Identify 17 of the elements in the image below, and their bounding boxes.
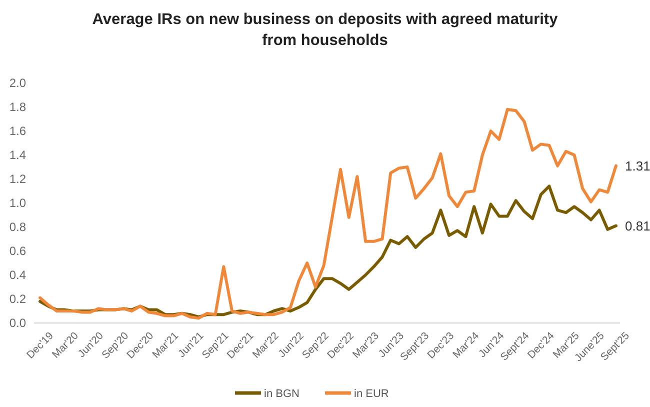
line-series — [38, 108, 618, 320]
y-tick-label: 0.4 — [9, 268, 26, 282]
legend-label: in BGN — [264, 388, 300, 400]
y-tick-label: 0.0 — [9, 316, 26, 330]
y-tick-label: 1.6 — [9, 124, 26, 138]
y-tick-label: 0.2 — [9, 292, 26, 306]
legend-label: in EUR — [354, 388, 389, 400]
y-tick-label: 0.6 — [9, 244, 26, 258]
y-tick-label: 1.8 — [9, 100, 26, 114]
y-tick-label: 0.8 — [9, 220, 26, 234]
y-tick-label: 2.0 — [9, 76, 26, 90]
data-label: 1.31 — [625, 158, 650, 174]
y-tick-label: 1.0 — [9, 196, 26, 210]
chart-title: Average IRs on new business on deposits with agreed maturity from households — [92, 11, 558, 49]
y-tick-label: 1.2 — [9, 172, 26, 186]
y-tick-label: 1.4 — [9, 148, 26, 162]
data-label: 0.81 — [625, 218, 650, 234]
